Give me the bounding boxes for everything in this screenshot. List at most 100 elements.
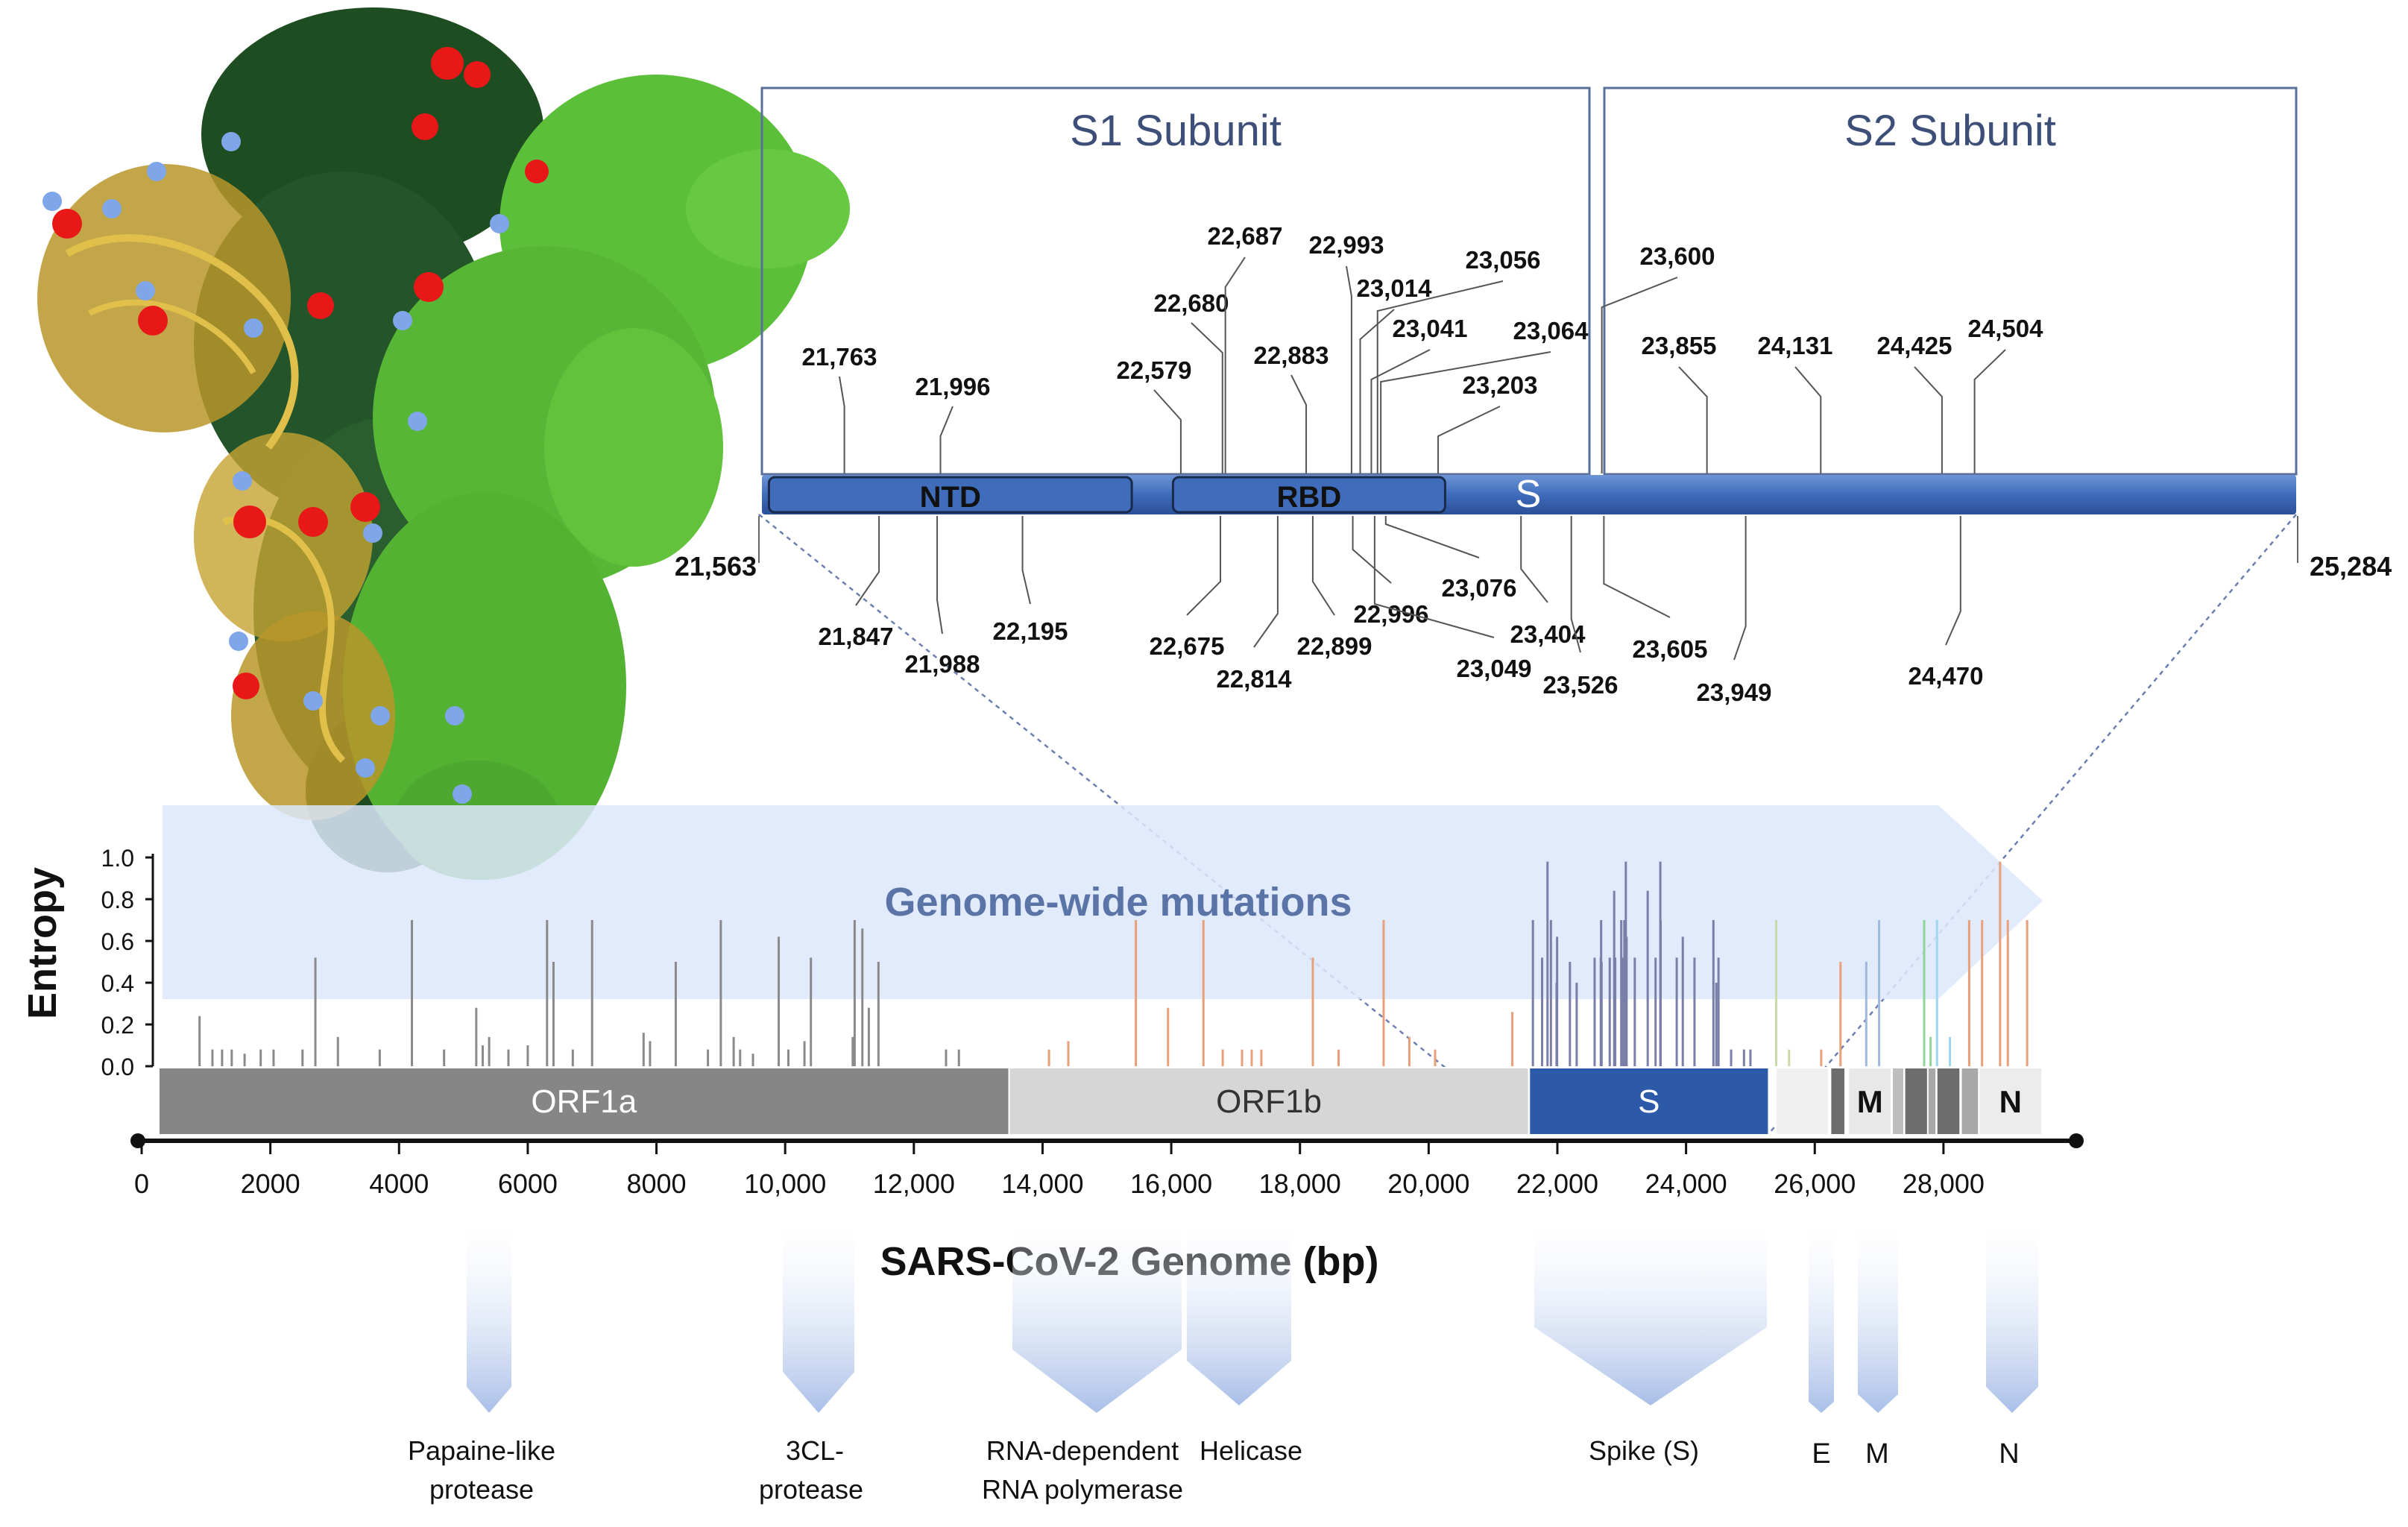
protein-label-spike: Spike (S) (1589, 1435, 1699, 1466)
genome-segment (1903, 1067, 1929, 1136)
spike-mutation-label: 23,056 (1466, 246, 1541, 274)
genome-tick-label: 8000 (626, 1168, 686, 1199)
spike-mutation-label: 23,855 (1642, 332, 1717, 359)
spike-mutation-label: 22,996 (1354, 600, 1429, 628)
spike-mutation-label: 22,680 (1154, 289, 1229, 317)
spike-mutation-tick (939, 406, 954, 473)
spike-mutation-label: 23,064 (1513, 317, 1589, 344)
genome-segment (1528, 1067, 1770, 1136)
spike-mutation-label: 22,675 (1150, 632, 1225, 660)
spike-mutation-label: 24,425 (1877, 332, 1952, 359)
genome-segment-label: ORF1b (1216, 1083, 1322, 1120)
spike-mutation-label: 23,203 (1463, 371, 1538, 399)
spike-mutation-label: 23,600 (1640, 242, 1715, 270)
protein-label-helicase: Helicase (1200, 1435, 1302, 1466)
protein-label-papain-like: Papaine-like (408, 1435, 555, 1466)
spike-mutation-tick (1346, 265, 1352, 473)
s2-subunit-title: S2 Subunit (1844, 107, 2056, 155)
spike-domains: NTD RBD (767, 476, 1446, 514)
spike-mutation-label: 21,847 (819, 623, 894, 650)
protein-labels: Papaine-like protease 3CL- protease RNA-… (408, 1435, 2020, 1505)
spike-mutation-label: 22,883 (1254, 341, 1329, 369)
spike-mutation-tick (1370, 349, 1431, 473)
spike-mutation-label: 23,076 (1442, 574, 1517, 602)
genome-tick-label: 4000 (369, 1168, 429, 1199)
protein-label-rdrp-line2: RNA polymerase (982, 1474, 1183, 1505)
entropy-tick-label: 0.4 (101, 970, 134, 997)
spike-bar-label: S (1516, 473, 1542, 516)
spike-mutation-label: 22,195 (993, 617, 1068, 645)
spike-mutation-tick (839, 376, 845, 473)
genome-segment (157, 1067, 1010, 1136)
spike-mutation-tick (1191, 322, 1223, 473)
spike-mutation-tick (1384, 516, 1480, 558)
genome-wide-banner-label: Genome-wide mutations (884, 880, 1352, 925)
genome-tick-label: 12,000 (873, 1168, 955, 1199)
spike-mutation-label: 21,996 (915, 373, 991, 400)
domain-label-rbd: RBD (1277, 481, 1342, 514)
spike-mutation-tick (936, 516, 943, 635)
protein-label-e: E (1812, 1438, 1830, 1470)
spike-mutation-tick (1376, 280, 1504, 473)
arrow-helicase (1187, 1223, 1291, 1405)
spike-mutation-tick (1021, 516, 1031, 605)
genome-segments: ORF1a ORF1b S M N (157, 1067, 2043, 1136)
genome-segment (1829, 1067, 1846, 1136)
spike-mutation-tick (1153, 389, 1182, 473)
s1-subunit-title: S1 Subunit (1070, 107, 1282, 155)
entropy-axis: 0.0 0.2 0.4 0.6 0.8 1.0 (101, 845, 154, 1080)
spike-mutation-tick (1973, 349, 2006, 473)
domain-box-ntd (767, 476, 1133, 514)
genome-axis-ticks: 0 2000 4000 6000 8000 10,000 12,000 14,000 16,00… (134, 1141, 1985, 1199)
protein-arrows (467, 1223, 2038, 1413)
spike-mutation-tick (1359, 309, 1395, 473)
genome-segment (1978, 1067, 2043, 1136)
spike-mutation-label: 22,899 (1297, 632, 1372, 660)
spike-mutation-label: 23,526 (1543, 671, 1619, 699)
spike-mutation-label: 23,014 (1357, 274, 1433, 302)
spike-mutation-tick (1437, 406, 1501, 473)
spike-mutation-label: 22,579 (1117, 356, 1192, 384)
spike-mutation-tick (1945, 516, 1961, 646)
spike-mutation-label: 24,504 (1968, 315, 2044, 342)
spike-mutation-tick (1794, 366, 1822, 473)
genome-tick-label: 26,000 (1774, 1168, 1856, 1199)
spike-mutation-label: 21,988 (905, 650, 980, 678)
s1-subunit-box (760, 86, 1591, 476)
protein-label-papain-like-line2: protease (429, 1474, 534, 1505)
genome-segment (1008, 1067, 1530, 1136)
protein-label-3cl-line2: protease (759, 1474, 863, 1505)
spike-mutation-label: 22,687 (1208, 222, 1283, 250)
domain-label-ntd: NTD (920, 481, 981, 514)
zoom-line-right (1768, 514, 2297, 1134)
genome-tick-label: 2000 (241, 1168, 300, 1199)
spike-mutation-label: 23,605 (1633, 635, 1708, 663)
genome-tick-label: 14,000 (1001, 1168, 1083, 1199)
domain-box-rbd (1171, 476, 1446, 514)
spike-mutation-tick (1186, 516, 1222, 616)
spike-mutation-tick (1601, 277, 1678, 473)
genome-axis-start-dot (130, 1133, 145, 1148)
genome-segment (1891, 1067, 1905, 1136)
spike-mutation-label: 21,763 (802, 343, 877, 371)
genome-tick-label: 24,000 (1645, 1168, 1727, 1199)
genome-tick-label: 16,000 (1130, 1168, 1212, 1199)
genome-segment-label: N (1999, 1084, 2022, 1119)
genome-segment (1935, 1067, 1961, 1136)
entropy-tick-label: 0.8 (101, 887, 134, 913)
arrow-3cl-protease (783, 1223, 854, 1413)
genome-wide-banner (163, 805, 2043, 999)
arrow-papain-like-protease (467, 1223, 511, 1413)
genome-tick-label: 28,000 (1903, 1168, 1985, 1199)
spike-start-label: 21,563 (675, 551, 757, 582)
spike-mutation-label: 23,404 (1510, 620, 1586, 648)
entropy-tick-label: 0.6 (101, 928, 134, 955)
spike-mutation-tick (1603, 516, 1671, 618)
spike-mutation-label: 22,814 (1217, 665, 1293, 693)
spike-bar (762, 475, 2296, 514)
genome-tick-label: 20,000 (1387, 1168, 1469, 1199)
genome-segment-label: M (1857, 1084, 1883, 1119)
spike-mutation-tick (1290, 374, 1308, 473)
